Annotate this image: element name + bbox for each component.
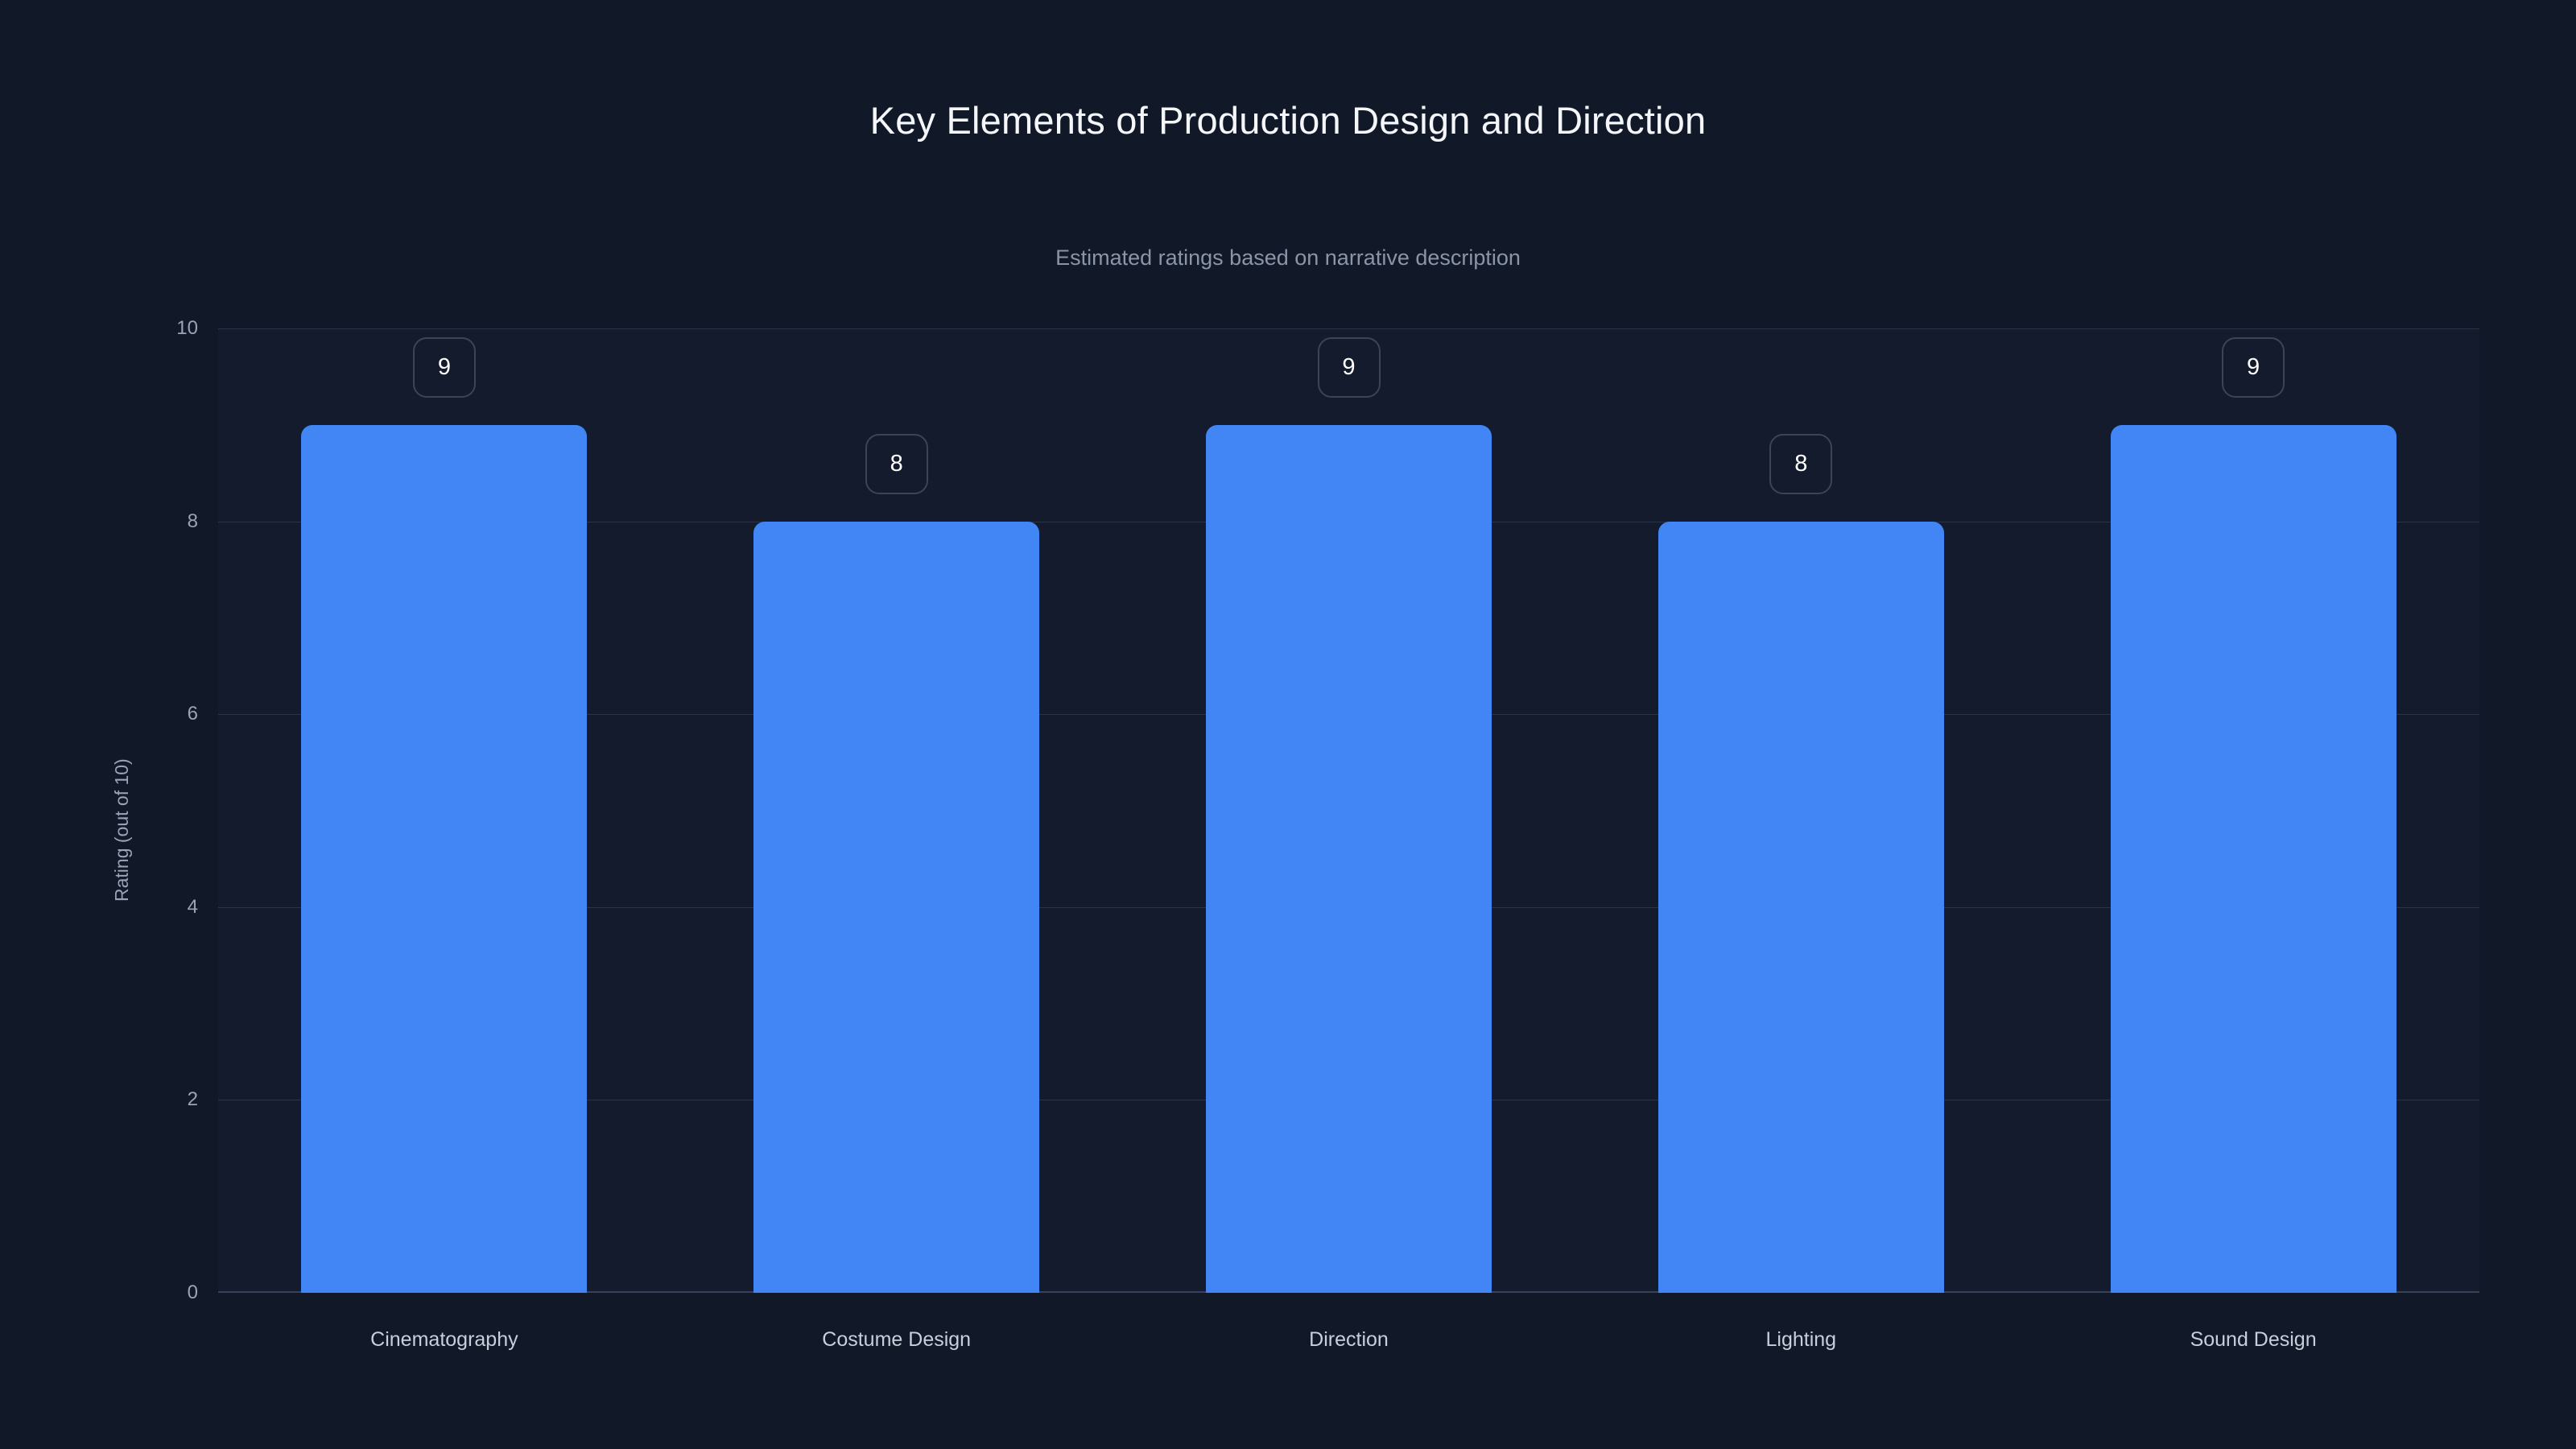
bar[interactable] bbox=[1657, 521, 1944, 1293]
y-tick-label: 6 bbox=[187, 703, 198, 725]
x-tick-label: Direction bbox=[1309, 1328, 1389, 1351]
bar[interactable] bbox=[1206, 424, 1492, 1293]
value-badge: 8 bbox=[865, 433, 928, 494]
y-tick-label: 0 bbox=[187, 1282, 198, 1303]
x-tick-label: Lighting bbox=[1765, 1328, 1837, 1351]
x-tick-label: Sound Design bbox=[2190, 1328, 2317, 1351]
value-badge: 9 bbox=[1317, 336, 1381, 398]
y-tick-label: 4 bbox=[187, 895, 198, 918]
page-title: Key Elements of Production Design and Di… bbox=[869, 99, 1707, 142]
bar[interactable] bbox=[753, 521, 1040, 1293]
value-badge: 8 bbox=[1769, 433, 1833, 494]
value-badge: 9 bbox=[412, 336, 476, 398]
chart-subtitle: Estimated ratings based on narrative des… bbox=[1055, 246, 1521, 270]
bar[interactable] bbox=[301, 424, 588, 1293]
x-tick-label: Costume Design bbox=[822, 1328, 972, 1351]
gridline bbox=[218, 328, 2479, 329]
y-tick-label: 2 bbox=[187, 1088, 198, 1111]
bar[interactable] bbox=[2110, 424, 2396, 1293]
y-tick-label: 8 bbox=[187, 510, 198, 532]
y-tick-label: 10 bbox=[176, 317, 198, 339]
y-axis-label: Rating (out of 10) bbox=[111, 758, 132, 902]
x-tick-label: Cinematography bbox=[370, 1328, 518, 1351]
value-badge: 9 bbox=[2222, 336, 2285, 398]
plot-area bbox=[218, 328, 2479, 1293]
